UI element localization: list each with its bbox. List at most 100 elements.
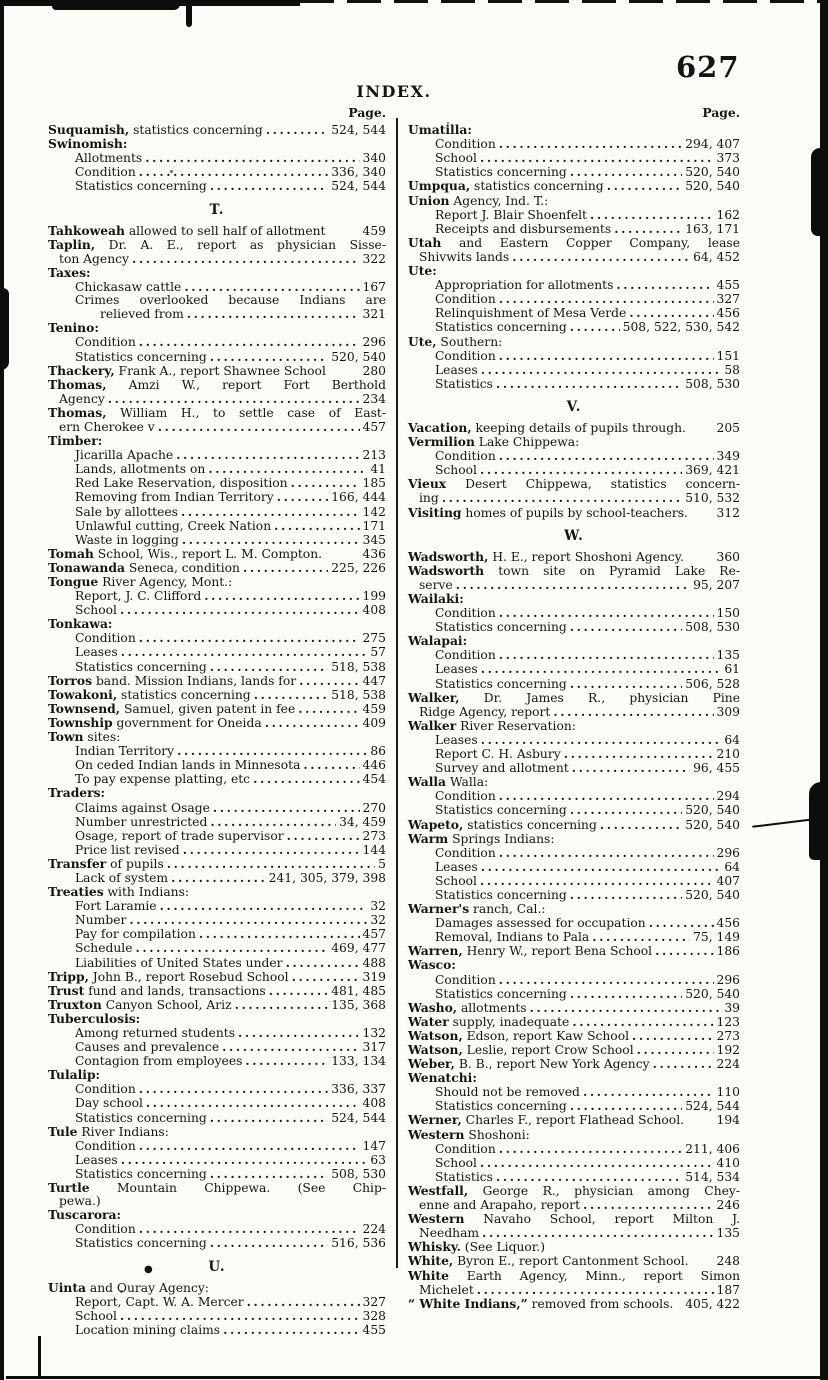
dot-leader: [480, 463, 682, 477]
index-entry-line: Survey and allotment 96, 455: [408, 761, 740, 775]
index-entry-line: Turtle Mountain Chippewa. (See Chip-: [48, 1181, 386, 1195]
entry-text: Western Shoshoni:: [408, 1126, 530, 1142]
page-ref: 327: [362, 1294, 386, 1309]
page-ref: 32: [370, 913, 386, 928]
dot-leader: [120, 1309, 360, 1323]
page-ref: 57: [370, 645, 386, 660]
index-entry-line: Werner, Charles F., report Flathead Scho…: [408, 1113, 740, 1127]
index-entry-line: Leases 64: [408, 733, 740, 747]
dot-leader: [590, 208, 714, 222]
page-ref: 225, 226: [331, 560, 386, 575]
dot-leader: [266, 123, 329, 137]
dot-leader: [456, 578, 690, 592]
dot-leader: [265, 716, 360, 730]
entry-text: Warm Springs Indians:: [408, 830, 555, 846]
entry-text: ton Agency: [59, 251, 129, 266]
page-ref: 135: [716, 648, 740, 663]
index-entry-line: Tripp, John B., report Rosebud School 319: [48, 970, 386, 984]
dot-leader: [530, 1001, 722, 1015]
dot-leader: [499, 292, 714, 306]
entry-text: Township government for Oneida: [48, 714, 262, 730]
dot-leader: [176, 448, 359, 462]
index-entry-line: Tongue River Agency, Mont.:: [48, 575, 386, 589]
entry-text: Thackery, Frank A., report Shawnee Schoo…: [48, 362, 326, 378]
entry-text: Survey and allotment: [435, 761, 569, 776]
index-entry-line: School 328: [48, 1309, 386, 1323]
scan-artifact-right-blob-upper: [811, 148, 828, 236]
index-entry-line: Report J. Blair Shoenfelt 162: [408, 208, 740, 222]
entry-text: Water supply, inadequate: [408, 1013, 570, 1029]
entry-text: Turtle Mountain Chippewa. (See Chip-: [48, 1180, 386, 1196]
dot-leader: [570, 1099, 682, 1113]
section-letter: T.: [209, 201, 225, 218]
dot-leader: [210, 350, 328, 364]
page-ref: 64, 452: [693, 249, 740, 264]
dot-leader: [570, 620, 682, 634]
dot-leader: [298, 702, 359, 716]
page-ref: 488: [362, 955, 386, 970]
dot-leader: [222, 1040, 359, 1054]
entry-text: Uinta and Ouray Agency:: [48, 1279, 209, 1295]
page-ref: 86: [370, 744, 386, 759]
dot-leader: [564, 747, 714, 761]
dot-leader: [477, 1283, 714, 1297]
page-ref: 142: [362, 504, 386, 519]
index-entry-line: Watson, Edson, report Kaw School 273: [408, 1029, 740, 1043]
page-ref: 151: [716, 348, 740, 363]
entry-text: Michelet: [419, 1282, 474, 1297]
index-entry-line: serve 95, 207: [408, 578, 740, 592]
page-ref: 345: [362, 532, 386, 547]
page-ref: 457: [362, 927, 386, 942]
dot-leader: [208, 462, 367, 476]
index-entry-line: Taplin, Dr. A. E., report as physician S…: [48, 238, 386, 252]
page-ref: 39: [724, 1000, 740, 1015]
page-ref: 524, 544: [331, 179, 386, 194]
entry-text: Report, Capt. W. A. Mercer: [75, 1294, 244, 1309]
scan-speck: [447, 122, 449, 124]
entry-text: Tulalip:: [48, 1067, 101, 1083]
index-entry-line: Day school 408: [48, 1096, 386, 1110]
page-ref: 407: [716, 873, 740, 888]
dot-leader: [653, 1057, 714, 1071]
entry-text: Tongue River Agency, Mont.:: [48, 574, 233, 589]
index-entry-line: Leases 61: [408, 662, 740, 676]
index-entry-line: Condition 336, 337: [48, 1082, 386, 1096]
entry-text: On ceded Indian lands in Minnesota: [75, 758, 301, 773]
entry-text: Vermilion Lake Chippewa:: [408, 434, 580, 450]
section-letter: U.: [208, 1258, 226, 1275]
index-entry-line: Contagion from employees 133, 134: [48, 1054, 386, 1068]
index-entry-line: Statistics 508, 530: [408, 377, 740, 391]
dot-leader: [499, 789, 714, 803]
entry-text: Wapeto, statistics concerning: [408, 816, 597, 832]
dot-leader: [223, 1323, 359, 1337]
entry-text: School: [435, 1155, 477, 1170]
entry-text: Sale by allottees: [75, 504, 178, 519]
index-entry-line: White, Byron E., report Cantonment Schoo…: [408, 1254, 740, 1268]
page-ref: 296: [716, 972, 740, 987]
entry-text: Torros band. Mission Indians, lands for: [48, 672, 297, 688]
entry-text: enne and Arapaho, report: [419, 1198, 581, 1213]
dot-leader: [183, 843, 360, 857]
entry-text: Condition: [435, 789, 496, 804]
page-ref: 340: [362, 151, 386, 166]
index-entry-line: Condition 336, 340: [48, 165, 386, 179]
index-entry-line: Tule River Indians:: [48, 1125, 386, 1139]
index-entry-line: Crimes overlooked because Indians are: [48, 294, 386, 307]
index-entry-line: Thomas, Amzi W., report Fort Berthold: [48, 378, 386, 392]
index-entry-line: Condition 211, 406: [408, 1142, 740, 1156]
index-entry-line: Condition 150: [408, 606, 740, 620]
page-ref: 246: [716, 1198, 740, 1213]
page-ref: 187: [716, 1282, 740, 1297]
entry-text: Walker River Reservation:: [408, 717, 576, 733]
entry-text: Washo, allotments: [408, 999, 527, 1015]
page-ref: 349: [716, 449, 740, 464]
dot-leader: [649, 916, 714, 930]
page-ref: 167: [362, 280, 386, 295]
section-letter: W.: [564, 527, 584, 544]
entry-text: Chickasaw cattle: [75, 280, 182, 295]
page-ref: 224: [716, 1057, 740, 1072]
dot-leader: [139, 165, 329, 179]
dot-leader: [108, 392, 360, 406]
entry-text: Removal, Indians to Pala: [435, 930, 590, 945]
scan-artifact-right-blob-lower: [809, 782, 828, 860]
